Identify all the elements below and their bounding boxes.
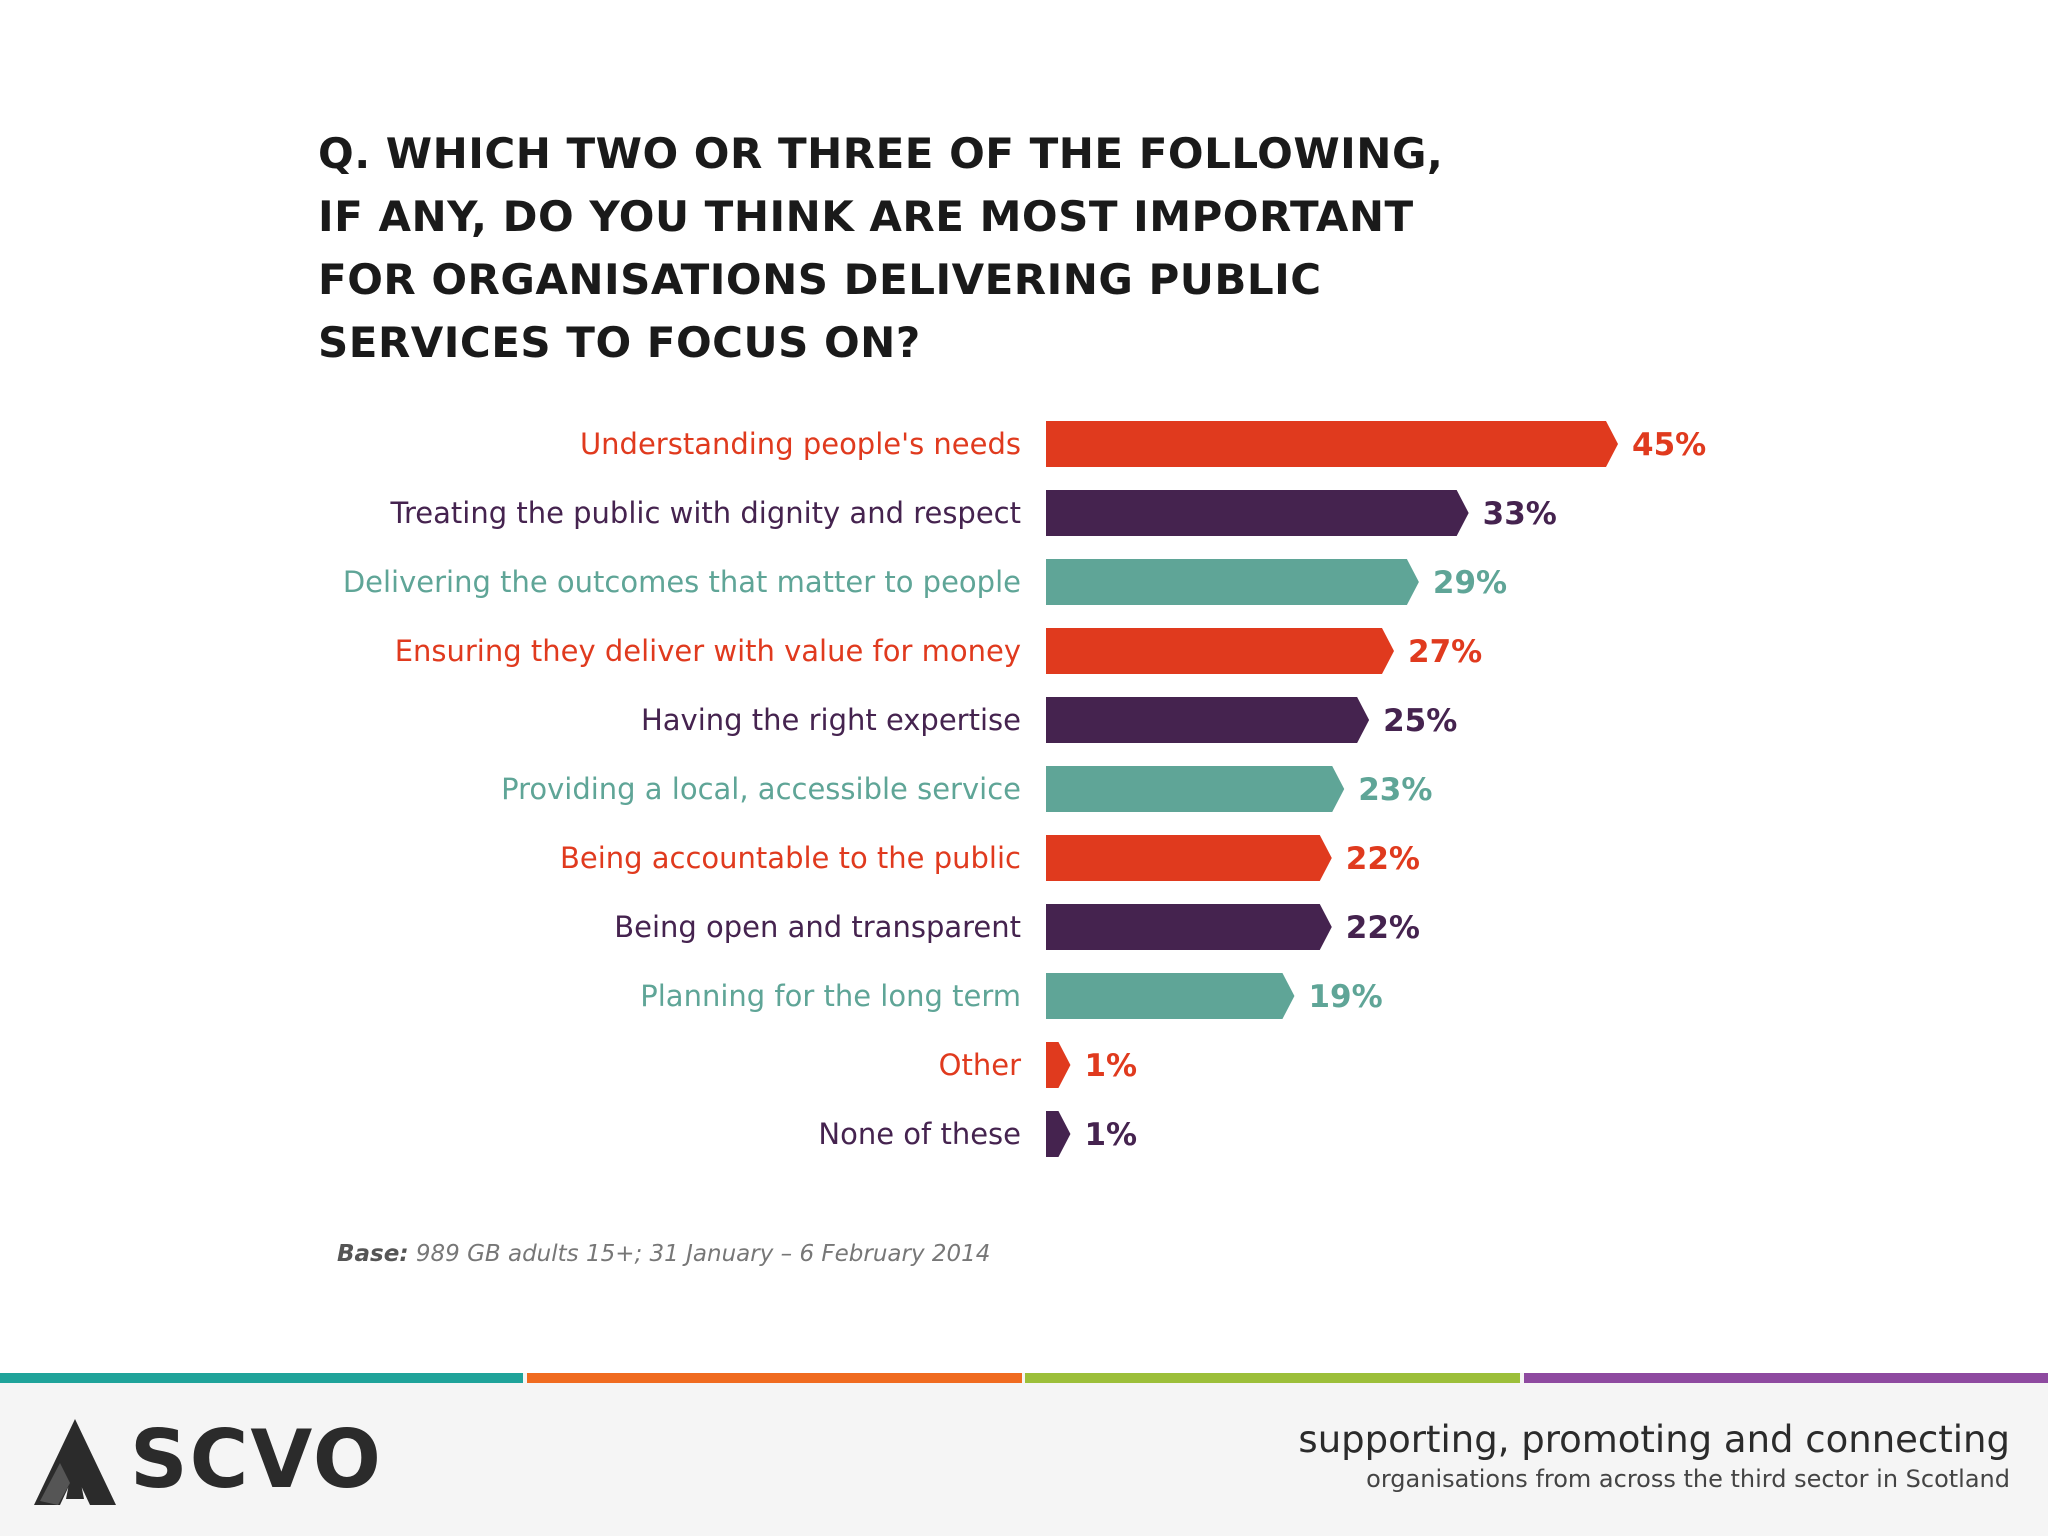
value-label-4: 25% [1383, 703, 1457, 739]
footer-stripe-teal [0, 1373, 523, 1383]
footer-stripe-green [1025, 1373, 1520, 1383]
logo-text: SCVO [130, 1413, 383, 1506]
category-label-1: Treating the public with dignity and res… [390, 496, 1021, 530]
bar-0 [1046, 421, 1618, 467]
value-label-8: 19% [1308, 979, 1382, 1015]
bar-5 [1046, 766, 1345, 812]
base-label: Base: [337, 1241, 409, 1267]
bar-1 [1046, 490, 1469, 536]
base-note: Base: 989 GB adults 15+; 31 January – 6 … [337, 1241, 990, 1267]
bar-4 [1046, 697, 1370, 743]
category-label-10: None of these [818, 1117, 1021, 1151]
footer-stripe-purple [1524, 1373, 2048, 1383]
category-label-0: Understanding people's needs [580, 427, 1021, 461]
bar-9 [1046, 1042, 1071, 1088]
category-label-8: Planning for the long term [640, 979, 1021, 1013]
bar-chart: Understanding people's needs 45% Treating … [343, 421, 1706, 1157]
value-label-1: 33% [1483, 496, 1557, 532]
bar-2 [1046, 559, 1419, 605]
category-label-2: Delivering the outcomes that matter to p… [343, 565, 1021, 599]
category-label-4: Having the right expertise [641, 703, 1021, 737]
footer-stripe-orange [527, 1373, 1022, 1383]
scvo-logo: SCVO [30, 1413, 390, 1513]
bar-3 [1046, 628, 1394, 674]
tagline-sub: organisations from across the third sect… [1366, 1465, 2010, 1493]
bar-7 [1046, 904, 1332, 950]
scvo-triangle-icon [34, 1419, 116, 1505]
bar-10 [1046, 1111, 1071, 1157]
value-label-2: 29% [1433, 565, 1507, 601]
value-label-6: 22% [1346, 841, 1420, 877]
category-label-9: Other [939, 1048, 1021, 1082]
value-label-9: 1% [1084, 1048, 1137, 1084]
base-text: 989 GB adults 15+; 31 January – 6 Februa… [408, 1241, 991, 1267]
tagline-main: supporting, promoting and connecting [1298, 1418, 2010, 1461]
bar-8 [1046, 973, 1295, 1019]
value-label-7: 22% [1346, 910, 1420, 946]
footer: SCVO supporting, promoting and connectin… [0, 1373, 2048, 1536]
category-label-6: Being accountable to the public [560, 841, 1021, 875]
category-label-7: Being open and transparent [614, 910, 1021, 944]
value-label-10: 1% [1084, 1117, 1137, 1153]
category-label-3: Ensuring they deliver with value for mon… [395, 634, 1021, 668]
tagline: supporting, promoting and connecting org… [1298, 1417, 2010, 1495]
value-label-5: 23% [1358, 772, 1432, 808]
category-label-5: Providing a local, accessible service [501, 772, 1021, 806]
bar-6 [1046, 835, 1332, 881]
value-label-3: 27% [1408, 634, 1482, 670]
chart-title: Q. WHICH TWO OR THREE OF THE FOLLOWING, … [318, 129, 1444, 367]
value-label-0: 45% [1632, 427, 1706, 463]
